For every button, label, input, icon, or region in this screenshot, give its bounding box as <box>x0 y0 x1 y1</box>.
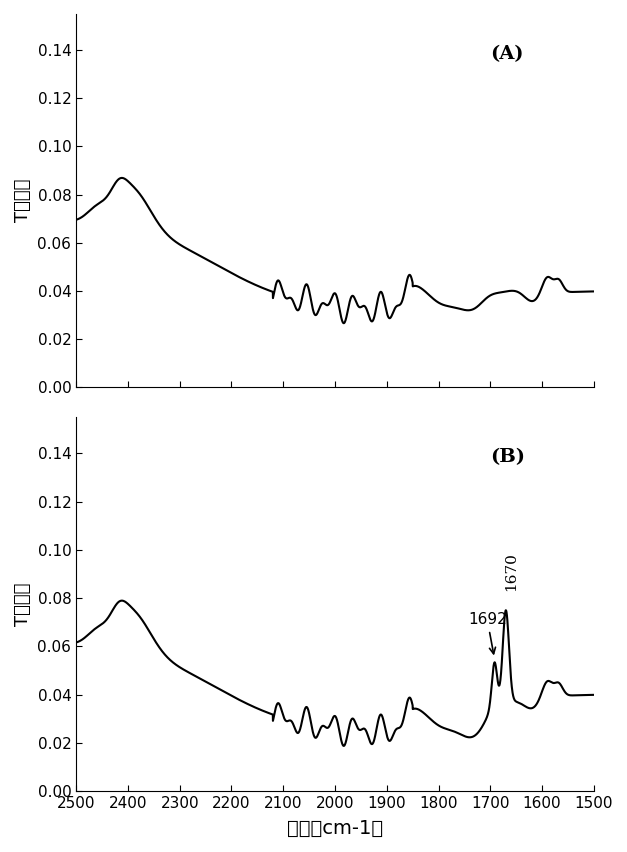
X-axis label: 波数（cm-1）: 波数（cm-1） <box>287 819 383 838</box>
Text: (B): (B) <box>490 448 525 466</box>
Text: (A): (A) <box>490 44 524 63</box>
Text: 1692: 1692 <box>468 612 507 653</box>
Text: 1670: 1670 <box>504 552 518 590</box>
Y-axis label: T（％）: T（％） <box>14 179 32 222</box>
Y-axis label: T（％）: T（％） <box>14 583 32 626</box>
